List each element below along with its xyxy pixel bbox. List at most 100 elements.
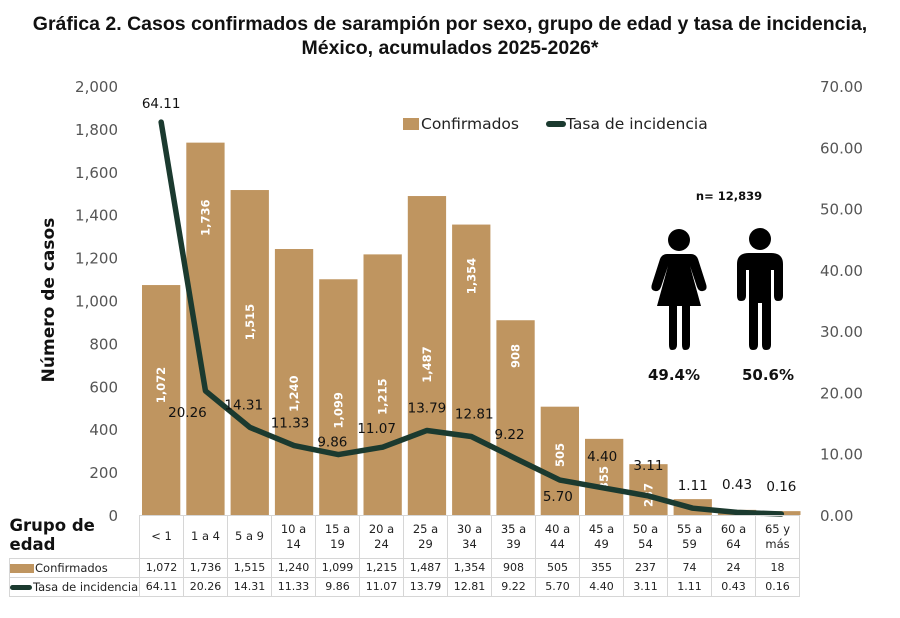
table-category-label: 5 a 9 [235, 529, 264, 544]
table-cell-tasa: 14.31 [227, 576, 272, 597]
y2-tick-label: 10.00 [820, 446, 863, 464]
y-tick-label: 600 [89, 378, 118, 396]
legend-label-tasa: Tasa de incidencia [565, 115, 708, 133]
bar-value-label: 1,736 [198, 199, 212, 235]
table-cell-tasa: 5.70 [535, 576, 580, 597]
table-category-cell: 65 y más [755, 515, 800, 559]
table-category-cell: 10 a 14 [271, 515, 316, 559]
table-cell-confirmados: 1,487 [403, 557, 448, 578]
y-tick-label: 400 [89, 421, 118, 439]
line-value-label: 1.11 [678, 478, 708, 494]
y-axis-left: 02004006008001,0001,2001,4001,6001,8002,… [75, 78, 118, 525]
bar-labels: 1,072 1,736 1,515 1,240 1,099 1,215 1,487 1,354… [154, 199, 655, 507]
line-value-label: 0.16 [766, 479, 796, 495]
bar-confirmados [496, 320, 535, 515]
bar-value-label: 1,515 [243, 304, 257, 340]
table-row-label: Tasa de incidencia [9, 576, 140, 597]
y2-tick-label: 60.00 [820, 139, 863, 157]
table-category-label: 55 a [676, 521, 703, 536]
bar-value-label: 1,072 [154, 367, 168, 403]
table-category-cell: 55 a 59 [667, 515, 712, 559]
table-category-label: 10 a [280, 521, 307, 536]
table-category-label: 29 [418, 536, 433, 551]
table-category-cell: 15 a 19 [315, 515, 360, 559]
table-cell-confirmados: 237 [623, 557, 668, 578]
y2-tick-label: 20.00 [820, 384, 863, 402]
table-category-cell: 35 a 39 [491, 515, 536, 559]
bar-value-label: 355 [597, 466, 611, 490]
female-percent: 49.4% [648, 366, 700, 384]
table-cell-confirmados: 1,515 [227, 557, 272, 578]
table-category-label: 15 a [324, 521, 351, 536]
line-value-label: 11.33 [271, 416, 310, 432]
table-category-label: 54 [638, 536, 653, 551]
line-value-label: 9.22 [495, 427, 525, 443]
table-category-cell: 40 a 44 [535, 515, 580, 559]
female-icon [651, 229, 707, 350]
table-category-label: 44 [550, 536, 565, 551]
table-category-label: 64 [726, 536, 741, 551]
y2-tick-label: 40.00 [820, 262, 863, 280]
table-category-label: 34 [462, 536, 477, 551]
y-tick-label: 200 [89, 464, 118, 482]
table-category-label: 14 [286, 536, 301, 551]
table-cell-confirmados: 1,072 [139, 557, 184, 578]
table-cell-confirmados: 355 [579, 557, 624, 578]
y2-tick-label: 70.00 [820, 78, 863, 96]
line-value-label: 4.40 [587, 449, 617, 465]
table-cell-tasa: 4.40 [579, 576, 624, 597]
table-cell-tasa: 1.11 [667, 576, 712, 597]
table-category-label: 65 y [764, 521, 791, 536]
table-cell-tasa: 9.22 [491, 576, 536, 597]
male-icon [737, 228, 783, 350]
bar-confirmados [230, 190, 269, 515]
table-category-cell: 1 a 4 [183, 515, 228, 559]
sex-distribution: n= 12,839 49.4% 50.6% [648, 189, 794, 384]
table-category-label: 1 a 4 [191, 529, 220, 544]
bar-value-label: 505 [553, 443, 567, 467]
y-tick-label: 800 [89, 335, 118, 353]
table-cell-confirmados: 74 [667, 557, 712, 578]
line-value-label: 3.11 [633, 458, 663, 474]
y-tick-label: 1,000 [75, 293, 118, 311]
bar-confirmados [452, 224, 491, 515]
table-category-label: 60 a [720, 521, 747, 536]
table-cell-confirmados: 1,215 [359, 557, 404, 578]
bar-value-label: 1,215 [376, 378, 390, 414]
table-category-label: 40 a [544, 521, 571, 536]
table-category-cell: 45 a 49 [579, 515, 624, 559]
table-cell-confirmados: 24 [711, 557, 756, 578]
table-cell-confirmados: 1,240 [271, 557, 316, 578]
table-cell-tasa: 64.11 [139, 576, 184, 597]
sex-total-n: n= 12,839 [696, 189, 762, 203]
bar-confirmados [629, 464, 668, 515]
y-tick-label: 1,200 [75, 250, 118, 268]
table-row-confirmados: Confirmados 1,072 1,736 1,515 1,240 1,099 1,2… [9, 557, 800, 578]
line-value-label: 11.07 [357, 421, 396, 437]
line-value-label: 20.26 [168, 405, 207, 421]
y-axis-label: Número de casos [39, 218, 59, 383]
line-value-label: 5.70 [543, 489, 573, 505]
table-category-label: 49 [594, 536, 609, 551]
y-tick-label: 1,800 [75, 121, 118, 139]
table-cell-tasa: 9.86 [315, 576, 360, 597]
table-cell-confirmados: 908 [491, 557, 536, 578]
table-category-label: 59 [682, 536, 697, 551]
table-category-label: 30 a [456, 521, 483, 536]
bar-confirmados [363, 254, 402, 515]
table-cell-tasa: 11.07 [359, 576, 404, 597]
table-category-cell: 50 a 54 [623, 515, 668, 559]
table-cell-confirmados: 18 [755, 557, 800, 578]
table-cell-tasa: 20.26 [183, 576, 228, 597]
y-tick-label: 1,400 [75, 207, 118, 225]
bar-confirmados [319, 279, 358, 515]
bar-confirmados [585, 438, 624, 515]
table-cell-confirmados: 505 [535, 557, 580, 578]
line-value-label: 14.31 [224, 397, 263, 413]
table-cell-tasa: 12.81 [447, 576, 492, 597]
table-cell-tasa: 0.43 [711, 576, 756, 597]
table-cell-tasa: 0.16 [755, 576, 800, 597]
table-category-label: 50 a [632, 521, 659, 536]
table-category-cell: 5 a 9 [227, 515, 272, 559]
